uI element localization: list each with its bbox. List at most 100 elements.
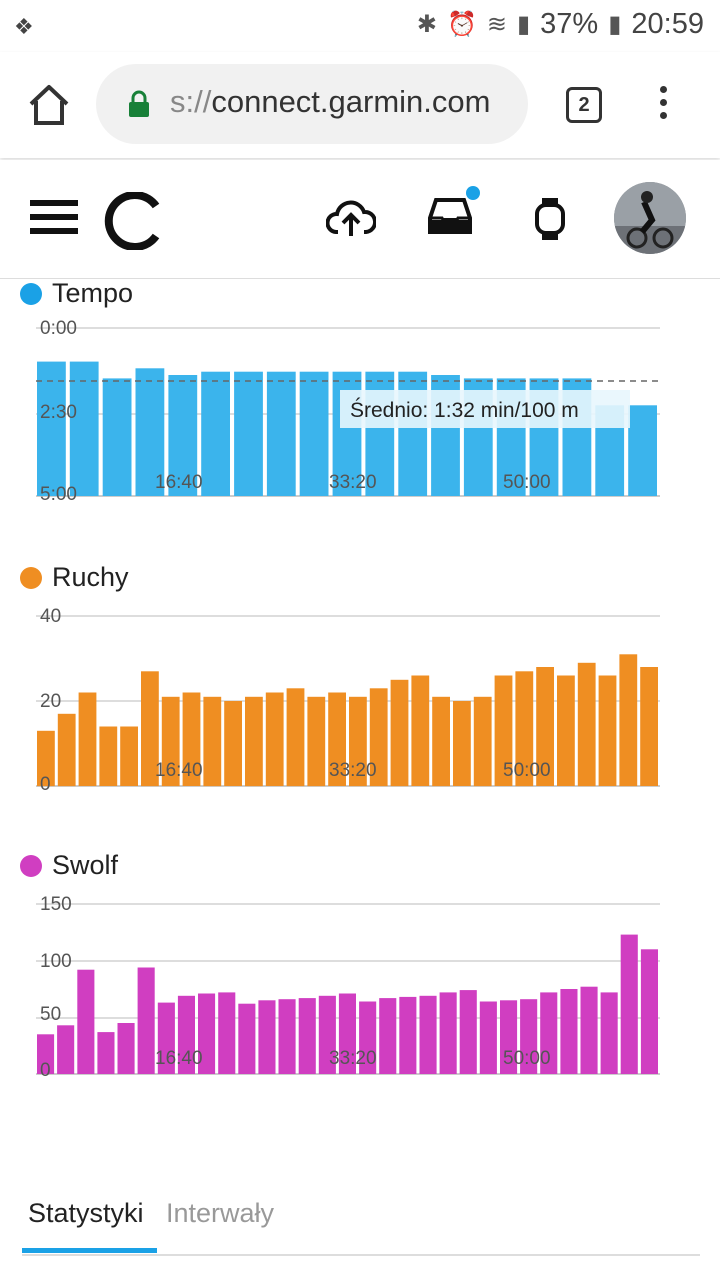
ruchy-y-tick: 40 bbox=[40, 606, 61, 627]
battery-percent: 37% bbox=[540, 8, 599, 40]
ruchy-bar bbox=[141, 671, 159, 787]
swolf-bar bbox=[359, 1001, 377, 1074]
lock-icon bbox=[129, 90, 149, 117]
swolf-bar bbox=[338, 993, 356, 1074]
tempo-bar bbox=[135, 368, 165, 496]
ruchy-bar bbox=[619, 654, 638, 787]
tempo-bar bbox=[201, 371, 230, 496]
swolf-x-tick: 16:40 bbox=[155, 1048, 203, 1069]
ruchy-x-tick: 50:00 bbox=[503, 760, 551, 781]
swolf-bar bbox=[540, 992, 558, 1074]
tempo-chart: Tempo 0:00 2:30 5:00 16:40 33:20 50:00 Ś… bbox=[0, 278, 720, 508]
tempo-y-tick: 5:00 bbox=[40, 484, 77, 505]
swolf-bar bbox=[198, 993, 216, 1074]
swolf-y-tick: 100 bbox=[40, 951, 72, 972]
swolf-bar bbox=[238, 1003, 256, 1074]
ruchy-legend-dot bbox=[20, 566, 42, 589]
tempo-bar bbox=[234, 371, 263, 496]
ruchy-bar bbox=[411, 675, 430, 786]
swolf-bar bbox=[37, 1034, 55, 1074]
swolf-bar bbox=[600, 992, 618, 1074]
swolf-bar bbox=[520, 999, 538, 1074]
tempo-bar bbox=[266, 371, 296, 496]
ruchy-bar bbox=[265, 692, 284, 786]
ruchy-chart: Ruchy 40 20 0 16:40 33:20 50:00 bbox=[0, 562, 720, 792]
tab-bar: Statystyki Interwały bbox=[22, 1190, 700, 1256]
ruchy-bar bbox=[286, 688, 305, 787]
ruchy-title-text: Ruchy bbox=[52, 562, 129, 592]
swolf-bar bbox=[318, 995, 336, 1074]
swolf-bar bbox=[298, 998, 316, 1074]
ruchy-bar bbox=[453, 701, 471, 786]
ruchy-bar bbox=[245, 696, 263, 787]
ruchy-bar bbox=[307, 696, 326, 787]
alarm-icon: ⏰ bbox=[446, 11, 477, 38]
ruchy-plot[interactable]: 40 20 0 16:40 33:20 50:00 bbox=[0, 606, 720, 792]
url-text: s://connect.garmin.com bbox=[170, 84, 491, 119]
tab-switcher-button[interactable]: 2 bbox=[566, 87, 602, 123]
ruchy-bar bbox=[120, 726, 138, 786]
swolf-x-tick: 33:20 bbox=[329, 1048, 377, 1069]
menu-icon[interactable] bbox=[30, 200, 78, 240]
swolf-bar bbox=[117, 1023, 135, 1074]
ruchy-bar bbox=[57, 713, 76, 787]
url-bar[interactable]: s://connect.garmin.com bbox=[96, 64, 528, 144]
swolf-bar bbox=[77, 969, 95, 1074]
upload-icon[interactable] bbox=[326, 196, 376, 242]
swolf-bar bbox=[640, 949, 658, 1074]
ruchy-bar bbox=[203, 696, 222, 787]
ruchy-bar bbox=[37, 730, 55, 787]
swolf-bar bbox=[560, 989, 578, 1074]
ruchy-bar bbox=[640, 667, 658, 786]
swolf-title-text: Swolf bbox=[52, 850, 119, 880]
garmin-logo[interactable] bbox=[104, 192, 166, 250]
watch-icon[interactable] bbox=[534, 196, 566, 242]
swolf-bar bbox=[500, 1000, 518, 1074]
app-header bbox=[0, 160, 720, 279]
ruchy-bar bbox=[432, 696, 450, 787]
avatar[interactable] bbox=[614, 182, 686, 254]
tempo-bar bbox=[37, 361, 66, 496]
swolf-plot[interactable]: 150 100 50 0 16:40 33:20 50:00 bbox=[0, 894, 720, 1080]
ruchy-bar bbox=[536, 667, 554, 786]
status-right: ✱ ⏰ ≋ ▮ 37% ▮ 20:59 bbox=[417, 8, 704, 41]
swolf-bar bbox=[620, 934, 638, 1074]
status-bar: ❖ ✱ ⏰ ≋ ▮ 37% ▮ 20:59 bbox=[0, 0, 720, 52]
ruchy-bar bbox=[161, 696, 180, 787]
tempo-y-tick: 2:30 bbox=[40, 402, 77, 423]
tempo-bar bbox=[168, 375, 198, 496]
ruchy-bar bbox=[349, 696, 367, 787]
battery-icon: ▮ bbox=[608, 11, 622, 38]
swolf-bar bbox=[177, 995, 195, 1074]
tempo-plot[interactable]: 0:00 2:30 5:00 16:40 33:20 50:00 Średnio… bbox=[0, 318, 720, 508]
tempo-bar bbox=[628, 405, 657, 496]
ruchy-bar bbox=[494, 675, 513, 786]
home-icon[interactable] bbox=[26, 82, 72, 128]
swolf-bar bbox=[580, 986, 598, 1074]
ruchy-x-tick: 33:20 bbox=[329, 760, 377, 781]
ruchy-bar bbox=[328, 692, 346, 786]
bluetooth-icon: ✱ bbox=[416, 11, 437, 38]
notification-dot bbox=[466, 186, 480, 200]
ruchy-bar bbox=[557, 675, 575, 786]
tempo-y-tick: 0:00 bbox=[40, 318, 77, 339]
swolf-bar bbox=[479, 1001, 497, 1074]
inbox-icon[interactable] bbox=[428, 196, 472, 236]
tempo-bar bbox=[69, 361, 99, 496]
swolf-bar bbox=[399, 996, 417, 1074]
ruchy-bar bbox=[99, 726, 118, 786]
clock: 20:59 bbox=[631, 8, 704, 40]
tempo-title-text: Tempo bbox=[52, 278, 134, 308]
swolf-bar bbox=[439, 992, 457, 1074]
browser-toolbar: s://connect.garmin.com 2 bbox=[0, 52, 720, 158]
browser-menu-icon[interactable] bbox=[660, 86, 668, 126]
ruchy-y-tick: 0 bbox=[40, 774, 51, 792]
ruchy-bar bbox=[78, 692, 97, 786]
ruchy-bar bbox=[182, 692, 201, 786]
tempo-bar bbox=[102, 378, 132, 496]
ruchy-x-tick: 16:40 bbox=[155, 760, 203, 781]
tab-statystyki[interactable]: Statystyki bbox=[28, 1198, 144, 1228]
tempo-bar bbox=[299, 371, 329, 496]
tab-interwaly[interactable]: Interwały bbox=[166, 1198, 275, 1228]
swolf-bar bbox=[57, 1025, 75, 1074]
